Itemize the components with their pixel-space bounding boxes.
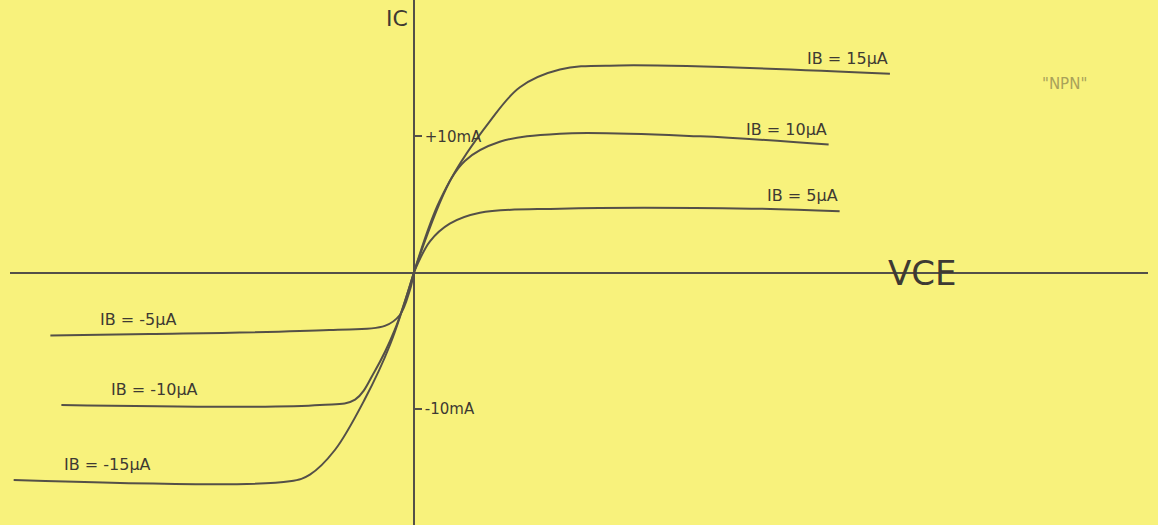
svg-text:IC: IC bbox=[386, 6, 408, 31]
svg-text:IB = 15μA: IB = 15μA bbox=[807, 49, 888, 68]
svg-text:VCE: VCE bbox=[888, 253, 956, 293]
svg-text:IB = 10μA: IB = 10μA bbox=[746, 120, 827, 139]
svg-text:"NPN": "NPN" bbox=[1042, 75, 1087, 93]
svg-text:IB = -10μA: IB = -10μA bbox=[111, 380, 198, 399]
svg-text:IB = 5μA: IB = 5μA bbox=[767, 186, 838, 205]
svg-text:IB = -15μA: IB = -15μA bbox=[64, 455, 151, 474]
svg-text:IB = -5μA: IB = -5μA bbox=[100, 310, 176, 329]
svg-text:+10mA: +10mA bbox=[425, 128, 482, 146]
svg-text:-10mA: -10mA bbox=[425, 400, 475, 418]
